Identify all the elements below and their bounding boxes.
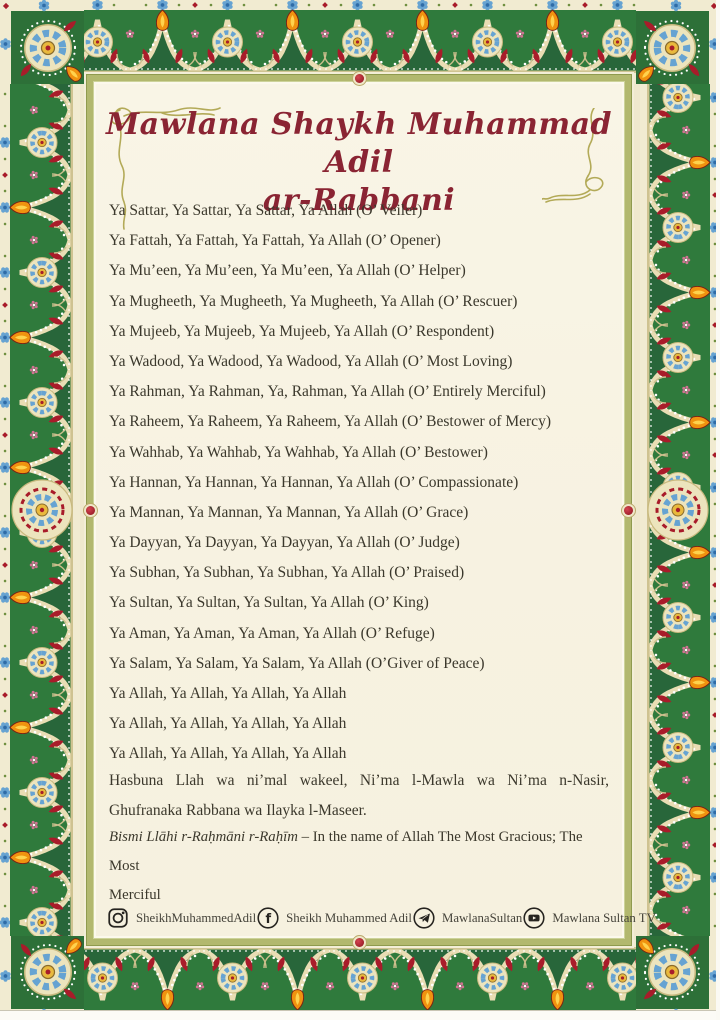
content-sheet: Mawlana Shaykh Muhammad Adil ar-Rabbani …	[96, 84, 656, 936]
dhikr-line: Ya Allah, Ya Allah, Ya Allah, Ya Allah	[109, 745, 347, 763]
social-item-facebook[interactable]: f Sheikh Muhammed Adil	[256, 906, 412, 930]
social-handle: SheikhMuhammedAdil	[136, 910, 257, 925]
dhikr-line: Ya Salam, Ya Salam, Ya Salam, Ya Allah (…	[109, 654, 485, 672]
social-handle: MawlanaSultan	[441, 910, 523, 925]
telegram-icon	[413, 907, 435, 929]
dhikr-line: Ya Mujeeb, Ya Mujeeb, Ya Mujeeb, Ya Alla…	[109, 322, 495, 340]
closing-line-2: Ghufranaka Rabbana wa Ilayka l-Maseer.	[109, 802, 367, 819]
frame-jewel-bottom	[355, 937, 364, 947]
dhikr-line: Ya Allah, Ya Allah, Ya Allah, Ya Allah	[109, 685, 347, 702]
dhikr-line: Ya Sultan, Ya Sultan, Ya Sultan, Ya Alla…	[109, 594, 429, 612]
dhikr-line: Ya Mugheeth, Ya Mugheeth, Ya Mugheeth, Y…	[109, 292, 518, 310]
bismillah-paragraph: Bismi Llāhi r-Raḥmāni r-Raḥīm – In the n…	[109, 823, 609, 910]
dhikr-line: Ya Wadood, Ya Wadood, Ya Wadood, Ya Alla…	[109, 352, 513, 370]
youtube-icon	[523, 907, 545, 929]
dhikr-line: Ya Fattah, Ya Fattah, Ya Fattah, Ya Alla…	[109, 232, 441, 250]
instagram-icon	[108, 908, 128, 928]
frame-jewel-right	[623, 505, 633, 515]
dhikr-line: Ya Rahman, Ya Rahman, Ya, Rahman, Ya All…	[109, 383, 546, 401]
facebook-icon: f	[257, 907, 279, 929]
bismillah-line-2: Merciful	[109, 887, 161, 903]
title-line-1: Mawlana Shaykh Muhammad Adil	[105, 107, 613, 180]
bismillah-transliteration: Bismi Llāhi r-Raḥmāni r-Raḥīm	[109, 829, 298, 845]
closing-paragraph: Hasbuna Llah wa ni’mal wakeel, Ni’ma l-M…	[109, 766, 609, 826]
social-handle: Mawlana Sultan TV	[552, 910, 656, 925]
social-handle: Sheikh Muhammed Adil	[286, 910, 412, 925]
dhikr-line: Ya Aman, Ya Aman, Ya Aman, Ya Allah (O’ …	[109, 624, 435, 642]
dhikr-list: Ya Sattar, Ya Sattar, Ya Sattar, Ya Alla…	[109, 196, 609, 770]
dhikr-line: Ya Allah, Ya Allah, Ya Allah, Ya Allah	[109, 715, 347, 733]
scan-edge-right	[716, 0, 720, 1020]
social-row: SheikhMuhammedAdil f Sheikh Muhammed Adi…	[106, 904, 656, 932]
dhikr-line: Ya Wahhab, Ya Wahhab, Ya Wahhab, Ya Alla…	[109, 443, 488, 461]
closing-line-1: Hasbuna Llah wa ni’mal wakeel, Ni’ma l-M…	[109, 772, 609, 789]
bismillah-line-1: Bismi Llāhi r-Raḥmāni r-Raḥīm – In the n…	[109, 823, 609, 881]
dhikr-line: Ya Sattar, Ya Sattar, Ya Sattar, Ya Alla…	[109, 202, 423, 219]
frame-jewel-left	[85, 505, 95, 515]
dhikr-line: Ya Mannan, Ya Mannan, Ya Mannan, Ya Alla…	[109, 503, 469, 521]
dhikr-line: Ya Mu’een, Ya Mu’een, Ya Mu’een, Ya Alla…	[109, 262, 466, 280]
social-item-telegram[interactable]: MawlanaSultan	[412, 906, 522, 930]
social-item-youtube[interactable]: Mawlana Sultan TV	[522, 906, 656, 930]
page-title: Mawlana Shaykh Muhammad Adil ar-Rabbani	[96, 106, 622, 220]
dhikr-line: Ya Dayyan, Ya Dayyan, Ya Dayyan, Ya Alla…	[109, 534, 460, 552]
bismillah-translation: – In the name of Allah The Most Gracious…	[109, 829, 583, 874]
svg-text:f: f	[266, 912, 272, 927]
social-item-instagram[interactable]: SheikhMuhammedAdil	[106, 906, 256, 930]
title-line-2: ar-Rabbani	[262, 183, 456, 218]
scan-edge-bottom	[0, 1010, 720, 1020]
frame-jewel-top	[355, 73, 364, 83]
dhikr-line: Ya Subhan, Ya Subhan, Ya Subhan, Ya Alla…	[109, 564, 465, 582]
dhikr-line: Ya Hannan, Ya Hannan, Ya Hannan, Ya Alla…	[109, 473, 519, 491]
dhikr-line: Ya Raheem, Ya Raheem, Ya Raheem, Ya Alla…	[109, 413, 551, 431]
